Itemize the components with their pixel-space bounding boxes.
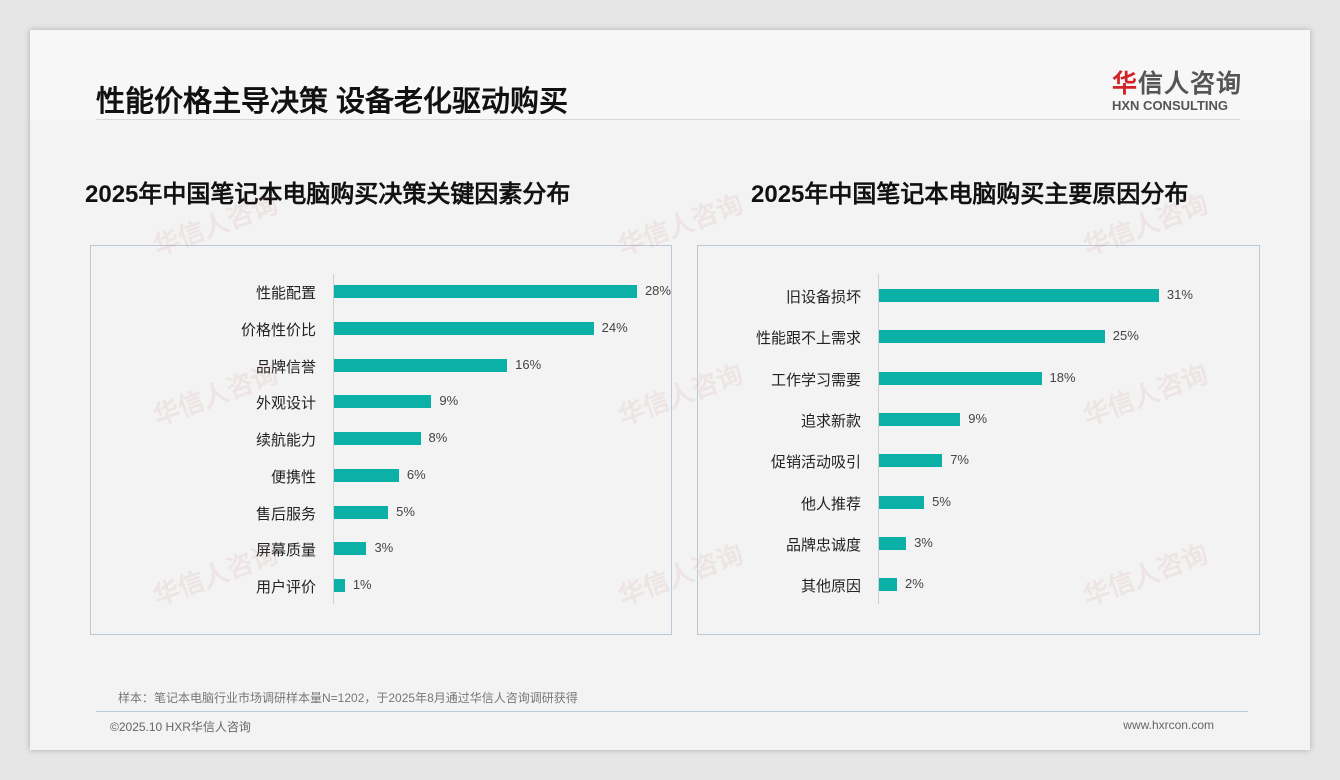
sample-note: 样本：笔记本电脑行业市场调研样本量N=1202，于2025年8月通过华信人咨询调…	[118, 691, 578, 705]
data-label: 9%	[968, 410, 988, 426]
bar	[879, 330, 1105, 344]
data-label: 6%	[406, 466, 426, 482]
y-axis-line	[878, 274, 879, 604]
data-label: 3%	[914, 534, 933, 550]
logo-text: 信人咨询	[1138, 70, 1243, 98]
data-label: 31%	[1166, 287, 1193, 302]
chart-title-right: 2025年中国笔记本电脑购买主要原因分布	[751, 181, 1189, 208]
bar	[879, 412, 961, 426]
data-label: 5%	[396, 503, 415, 519]
data-label: 2%	[905, 576, 924, 592]
category-label: 续航能力	[255, 432, 316, 449]
bar	[879, 454, 943, 468]
category-label: 用户评价	[255, 579, 316, 596]
data-label: 8%	[428, 430, 448, 445]
website-link[interactable]: www.hxrcon.com	[1123, 718, 1214, 732]
category-label: 价格性价比	[240, 321, 316, 339]
category-label: 追求新款	[800, 412, 861, 430]
copyright: ©2025.10 HXR华信人咨询	[110, 720, 251, 734]
bar	[334, 505, 389, 519]
data-label: 7%	[950, 452, 969, 468]
category-label: 品牌信誉	[255, 358, 316, 376]
bar	[334, 432, 421, 445]
bar	[879, 495, 925, 509]
bar	[879, 289, 1159, 302]
category-label: 旧设备损坏	[785, 289, 861, 306]
category-label: 其他原因	[800, 578, 861, 596]
slide: 性能价格主导决策 设备老化驱动购买 华信人咨询 HXN CONSULTING 2…	[30, 30, 1310, 750]
data-label: 3%	[374, 540, 394, 556]
category-label: 便携性	[270, 468, 316, 486]
bar	[334, 579, 345, 592]
logo-accent: 华	[1112, 70, 1139, 98]
data-label: 18%	[1049, 369, 1076, 385]
footer-divider	[96, 711, 1248, 712]
bar	[879, 371, 1042, 385]
category-label: 性能跟不上需求	[755, 330, 861, 348]
bar	[879, 536, 907, 550]
chart-title-left: 2025年中国笔记本电脑购买决策关键因素分布	[85, 181, 571, 208]
bar	[334, 321, 594, 335]
header-divider	[96, 119, 1240, 120]
page-title: 性能价格主导决策 设备老化驱动购买	[96, 86, 569, 118]
category-label: 他人推荐	[800, 495, 861, 513]
data-label: 24%	[601, 319, 628, 335]
data-label: 1%	[352, 577, 372, 592]
data-label: 28%	[644, 283, 671, 298]
logo-en: HXN CONSULTING	[1112, 98, 1229, 113]
bar	[334, 285, 637, 298]
bar	[334, 395, 432, 409]
data-label: 16%	[515, 356, 542, 372]
y-axis-line	[333, 274, 334, 604]
category-label: 工作学习需要	[770, 371, 861, 389]
category-label: 外观设计	[255, 395, 316, 413]
chart-left: 性能配置 28% 价格性价比 24% 品牌信誉 16% 外观设计 9% 续航能力 8% 便携性 6% 售…	[90, 245, 672, 635]
category-label: 促销活动吸引	[770, 454, 861, 472]
category-label: 售后服务	[255, 505, 316, 523]
logo: 华信人咨询 HXN CONSULTING	[1112, 64, 1242, 113]
bar	[879, 578, 898, 592]
data-label: 5%	[932, 493, 951, 509]
data-label: 9%	[439, 393, 459, 409]
data-label: 25%	[1112, 328, 1139, 344]
bar	[334, 468, 399, 482]
chart-right: 旧设备损坏 31% 性能跟不上需求 25% 工作学习需要 18% 追求新款 9% 促销活动吸引 7…	[697, 245, 1260, 635]
header-band	[30, 30, 1310, 120]
bar	[334, 358, 508, 372]
category-label: 屏幕质量	[255, 542, 316, 560]
category-label: 性能配置	[255, 285, 316, 302]
category-label: 品牌忠诚度	[785, 536, 861, 554]
bar	[334, 542, 367, 556]
